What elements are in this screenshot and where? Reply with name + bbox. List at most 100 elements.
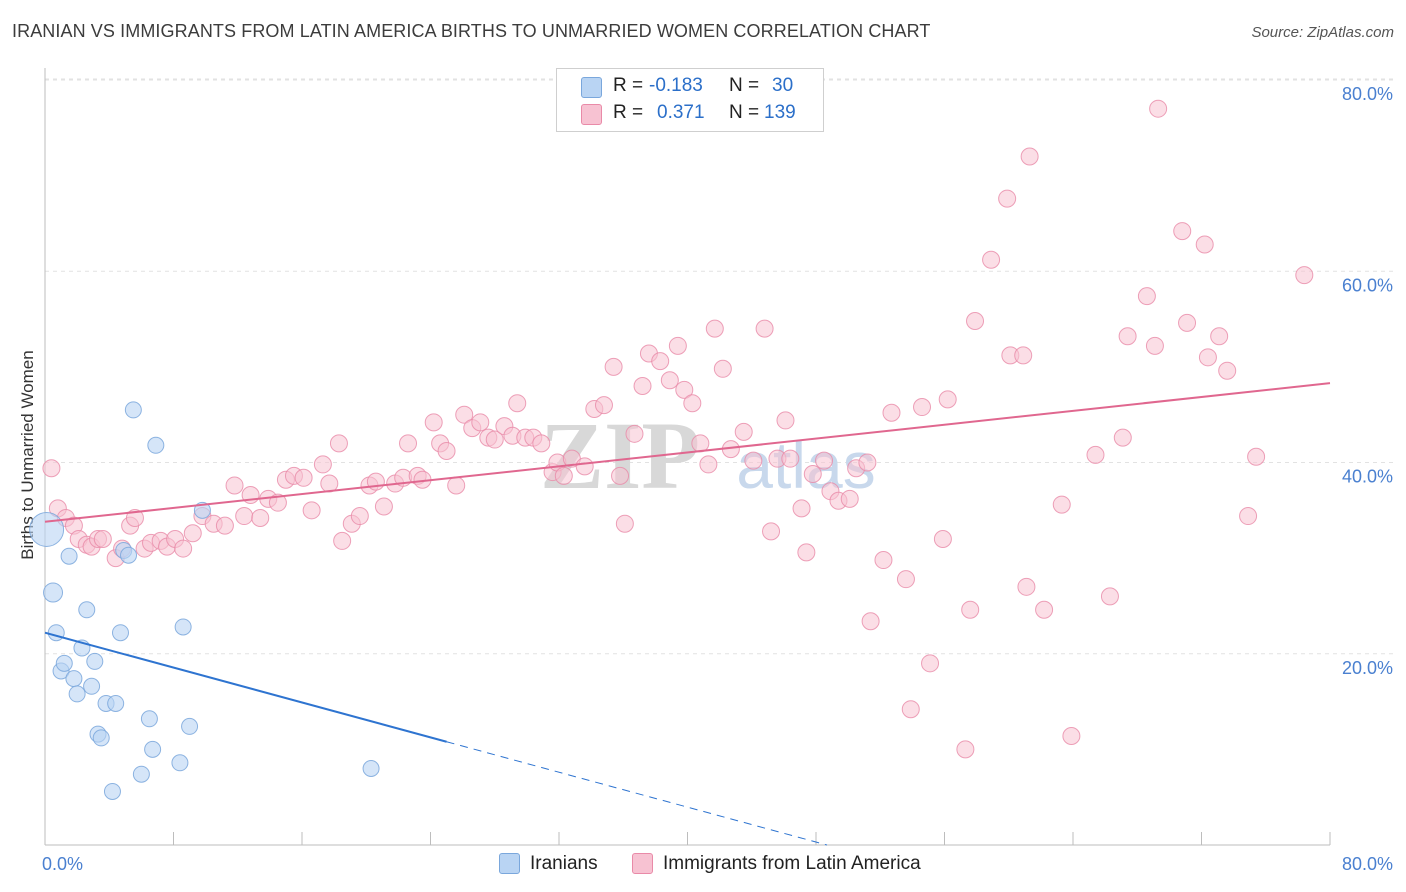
latin-america-point bbox=[1035, 600, 1054, 619]
latin-america-point bbox=[350, 507, 369, 526]
latin-america-point bbox=[594, 396, 613, 415]
latin-america-trend-line bbox=[44, 382, 1331, 523]
latin-america-point bbox=[508, 394, 527, 413]
latin-america-point bbox=[913, 398, 932, 417]
latin-america-point bbox=[874, 551, 893, 570]
latin-america-point bbox=[554, 466, 573, 485]
iranians-point bbox=[86, 652, 104, 670]
latin-america-point bbox=[956, 740, 975, 759]
legend-swatch-iranians bbox=[499, 853, 520, 874]
latin-america-point bbox=[1017, 577, 1036, 596]
latin-america-point bbox=[861, 612, 880, 631]
latin-america-point bbox=[1086, 445, 1105, 464]
latin-america-point bbox=[651, 352, 670, 371]
iranians-point bbox=[65, 670, 83, 688]
iranians-point bbox=[68, 685, 86, 703]
iranians-trend-extension bbox=[446, 741, 828, 846]
latin-america-point bbox=[961, 600, 980, 619]
legend-swatch-latin-america bbox=[581, 104, 602, 125]
latin-america-point bbox=[183, 524, 202, 543]
latin-america-point bbox=[683, 394, 702, 413]
latin-america-point bbox=[713, 359, 732, 378]
iranians-point bbox=[124, 401, 142, 419]
latin-america-point bbox=[1145, 336, 1164, 355]
latin-america-point bbox=[705, 319, 724, 338]
source-credit: Source: ZipAtlas.com bbox=[1251, 24, 1394, 41]
latin-america-point bbox=[803, 464, 822, 483]
latin-america-point bbox=[1137, 287, 1156, 306]
iranians-point bbox=[362, 760, 380, 777]
x-tick-label: 80.0% bbox=[1342, 854, 1393, 874]
legend-n-label: N = bbox=[729, 75, 760, 96]
iranians-point bbox=[120, 546, 138, 564]
latin-america-point bbox=[668, 336, 687, 355]
iranians-point bbox=[55, 654, 73, 672]
legend-r-label: R = bbox=[613, 75, 644, 96]
legend-label-iranians: Iranians bbox=[530, 853, 598, 874]
latin-america-point bbox=[858, 453, 877, 472]
latin-america-point bbox=[781, 449, 800, 468]
x-tick-label: 0.0% bbox=[42, 854, 83, 874]
latin-america-point bbox=[235, 507, 254, 526]
iranians-point bbox=[83, 677, 101, 695]
latin-america-point bbox=[734, 422, 753, 441]
latin-america-point bbox=[437, 442, 456, 461]
latin-america-point bbox=[424, 413, 443, 432]
latin-america-point bbox=[633, 377, 652, 395]
latin-america-point bbox=[1239, 507, 1258, 526]
latin-america-point bbox=[699, 455, 718, 474]
latin-america-point bbox=[901, 700, 920, 719]
latin-america-point bbox=[755, 319, 774, 338]
iranians-point bbox=[103, 782, 121, 800]
chart-title: IRANIAN VS IMMIGRANTS FROM LATIN AMERICA… bbox=[12, 21, 931, 41]
legend-n-value: 139 bbox=[764, 102, 796, 123]
latin-america-point bbox=[455, 405, 474, 424]
latin-america-point bbox=[268, 493, 287, 512]
latin-america-point bbox=[333, 531, 352, 550]
iranians-point bbox=[140, 710, 158, 728]
iranians-point bbox=[29, 511, 65, 547]
legend-r-label: R = bbox=[613, 102, 644, 123]
latin-america-point bbox=[447, 476, 466, 495]
legend-swatch-latin-america bbox=[632, 853, 653, 874]
latin-america-point bbox=[1020, 147, 1039, 166]
iranians-point bbox=[171, 754, 189, 772]
latin-america-point bbox=[896, 570, 915, 589]
latin-america-point bbox=[933, 530, 952, 548]
iranians-trend-line bbox=[44, 631, 447, 743]
legend-label-latin-america: Immigrants from Latin America bbox=[663, 853, 921, 874]
latin-america-point bbox=[998, 189, 1017, 208]
latin-america-point bbox=[1210, 327, 1229, 346]
latin-america-point bbox=[797, 543, 816, 562]
latin-america-point bbox=[302, 501, 321, 520]
latin-america-point bbox=[1100, 587, 1119, 606]
legend-r-value: -0.183 bbox=[649, 75, 703, 96]
latin-america-point bbox=[611, 466, 630, 485]
iranians-point bbox=[193, 501, 211, 519]
latin-america-point bbox=[1062, 726, 1081, 745]
latin-america-point bbox=[215, 516, 234, 535]
latin-america-point bbox=[691, 434, 710, 453]
latin-america-point bbox=[604, 357, 623, 376]
latin-america-point bbox=[1218, 361, 1237, 380]
latin-america-point bbox=[374, 497, 393, 516]
iranians-series bbox=[29, 401, 380, 800]
latin-america-point bbox=[982, 250, 1001, 269]
latin-america-point bbox=[966, 311, 985, 330]
latin-america-point bbox=[792, 499, 811, 518]
latin-america-point bbox=[125, 508, 144, 527]
latin-america-point bbox=[882, 403, 901, 422]
iranians-point bbox=[107, 694, 125, 712]
iranians-point bbox=[78, 601, 96, 619]
latin-america-point bbox=[399, 434, 418, 453]
latin-america-point bbox=[174, 539, 193, 558]
latin-america-point bbox=[575, 457, 594, 476]
latin-america-point bbox=[938, 390, 957, 409]
iranians-point bbox=[60, 547, 78, 565]
latin-america-point bbox=[1149, 99, 1168, 118]
y-tick-label: 60.0% bbox=[1342, 275, 1393, 295]
legend-swatch-iranians bbox=[581, 77, 602, 98]
latin-america-point bbox=[485, 430, 504, 449]
iranians-point bbox=[132, 765, 150, 783]
latin-america-point bbox=[532, 434, 551, 453]
